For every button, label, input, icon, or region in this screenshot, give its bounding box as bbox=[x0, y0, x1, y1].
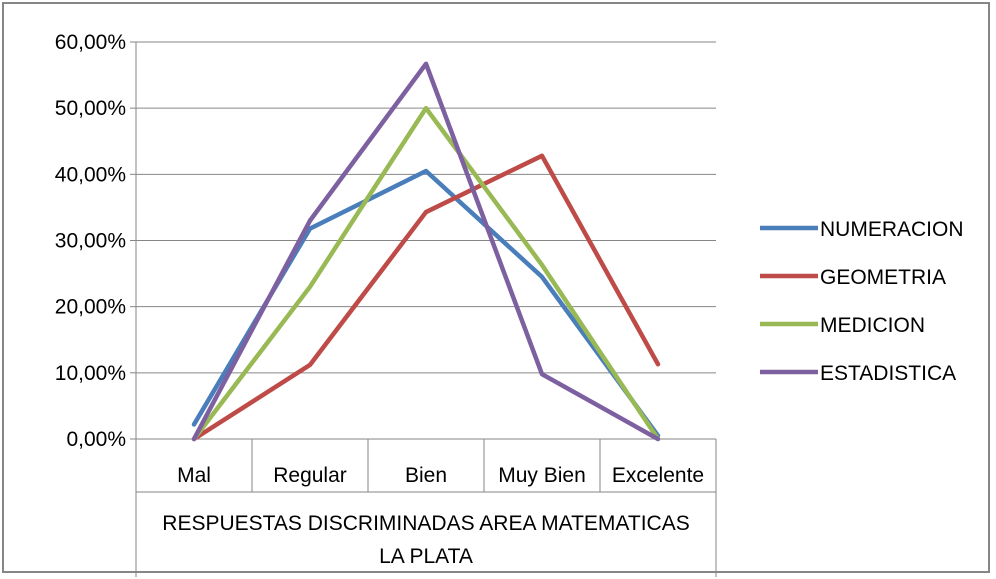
legend-label: MEDICION bbox=[820, 314, 925, 337]
y-tick-label: 60,00% bbox=[55, 31, 126, 54]
chart-frame bbox=[2, 2, 990, 573]
x-category-label: Mal bbox=[177, 464, 211, 487]
series-layer bbox=[191, 61, 661, 442]
x-category-label: Muy Bien bbox=[498, 464, 586, 487]
series-line-medicion bbox=[191, 105, 661, 442]
series-line-estadistica bbox=[191, 61, 661, 442]
x-axis-title: RESPUESTAS DISCRIMINADAS AREA MATEMATICA… bbox=[162, 512, 689, 568]
axis-layer bbox=[130, 41, 717, 577]
x-axis-title-line: LA PLATA bbox=[379, 545, 473, 568]
y-tick-label: 0,00% bbox=[66, 428, 126, 451]
x-axis-category-labels: Mal Regular Bien Muy Bien Excelente bbox=[177, 464, 704, 487]
series-line-geometria bbox=[191, 153, 661, 442]
legend: NUMERACION GEOMETRIA MEDICION ESTADISTICA bbox=[760, 218, 964, 385]
legend-label: NUMERACION bbox=[820, 218, 964, 241]
x-category-label: Bien bbox=[405, 464, 447, 487]
y-tick-label: 30,00% bbox=[55, 230, 126, 253]
legend-label: GEOMETRIA bbox=[820, 266, 946, 289]
y-tick-label: 40,00% bbox=[55, 163, 126, 186]
y-tick-label: 10,00% bbox=[55, 362, 126, 385]
x-category-label: Excelente bbox=[612, 464, 704, 487]
grid-layer bbox=[136, 41, 716, 374]
y-tick-label: 50,00% bbox=[55, 97, 126, 120]
x-axis-title-line: RESPUESTAS DISCRIMINADAS AREA MATEMATICA… bbox=[162, 512, 689, 535]
y-tick-label: 20,00% bbox=[55, 296, 126, 319]
x-category-label: Regular bbox=[273, 464, 347, 487]
y-axis-tick-labels: 0,00% 10,00% 20,00% 30,00% 40,00% 50,00% 60,00… bbox=[55, 31, 126, 451]
legend-label: ESTADISTICA bbox=[820, 362, 956, 385]
